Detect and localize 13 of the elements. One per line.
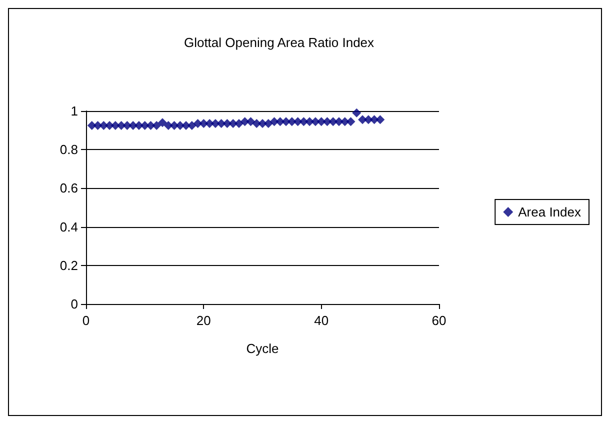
x-axis-title: Cycle <box>246 341 279 356</box>
y-tick-label: 0.4 <box>60 219 78 234</box>
y-tick-label: 0.8 <box>60 142 78 158</box>
chart-title: Glottal Opening Area Ratio Index <box>184 35 375 50</box>
x-tick-label: 20 <box>196 313 211 328</box>
y-tick-label: 1 <box>70 104 78 118</box>
x-tick-label: 40 <box>314 313 329 328</box>
x-tick-label: 0 <box>82 313 90 328</box>
y-tick-label: 0.2 <box>60 258 78 273</box>
y-tick-label: 0 <box>70 296 78 312</box>
x-tick-label: 60 <box>432 313 446 328</box>
legend-label: Area Index <box>518 204 582 220</box>
y-tick-label: 0.6 <box>60 180 78 196</box>
